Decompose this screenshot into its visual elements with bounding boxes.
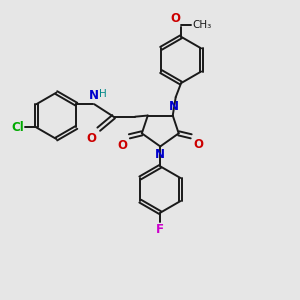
Text: Cl: Cl: [11, 121, 24, 134]
Text: CH₃: CH₃: [192, 20, 212, 31]
Text: F: F: [156, 223, 164, 236]
Text: H: H: [99, 89, 107, 99]
Text: N: N: [89, 89, 99, 102]
Text: O: O: [86, 132, 96, 145]
Text: O: O: [194, 138, 204, 151]
Text: O: O: [170, 13, 180, 26]
Text: N: N: [154, 148, 164, 161]
Text: N: N: [169, 100, 179, 112]
Text: O: O: [117, 139, 127, 152]
